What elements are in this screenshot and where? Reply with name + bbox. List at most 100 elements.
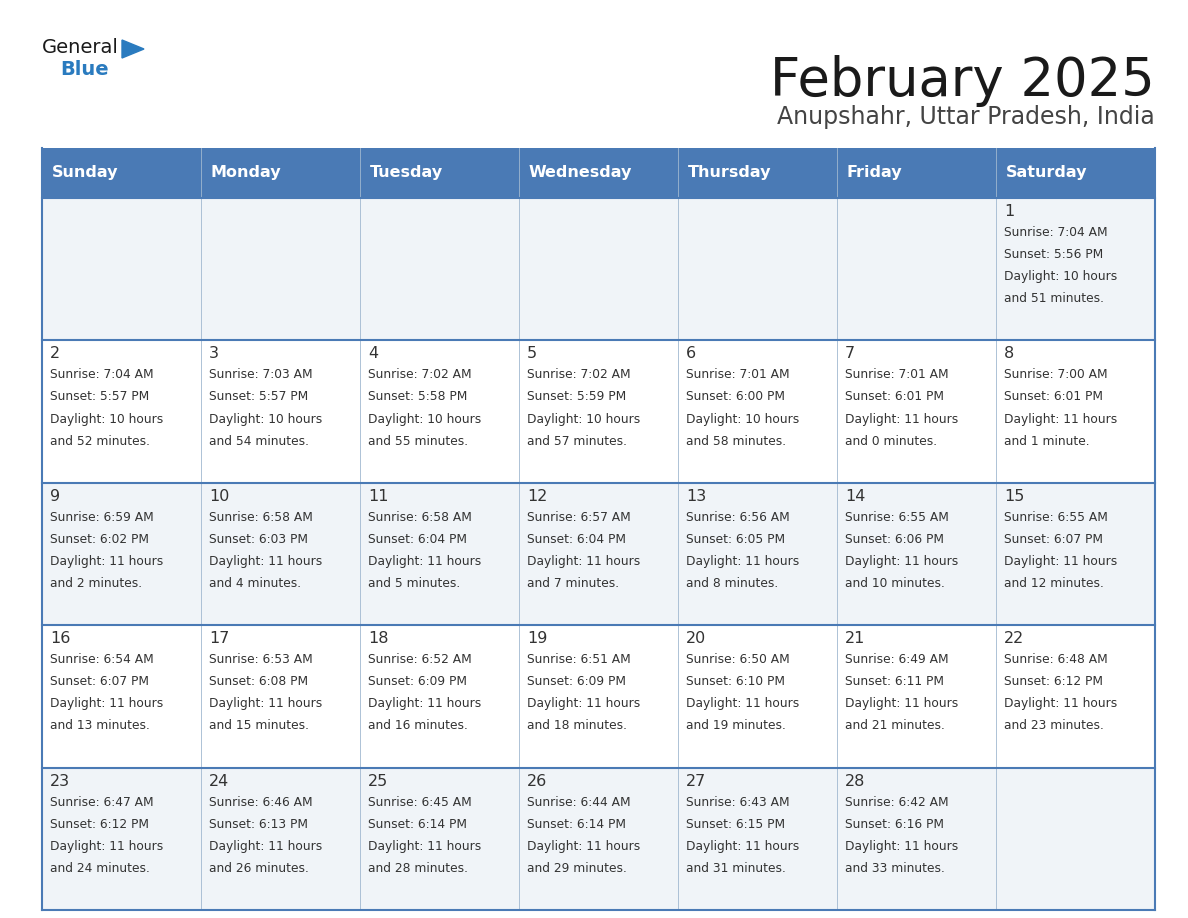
Text: and 16 minutes.: and 16 minutes.	[368, 720, 468, 733]
Text: 25: 25	[368, 774, 388, 789]
Text: Daylight: 11 hours: Daylight: 11 hours	[845, 555, 959, 568]
Text: Sunrise: 6:52 AM: Sunrise: 6:52 AM	[368, 654, 472, 666]
Text: and 29 minutes.: and 29 minutes.	[527, 862, 627, 875]
Text: 24: 24	[209, 774, 229, 789]
Text: Daylight: 11 hours: Daylight: 11 hours	[209, 698, 322, 711]
Text: Daylight: 11 hours: Daylight: 11 hours	[845, 698, 959, 711]
Text: Sunrise: 6:55 AM: Sunrise: 6:55 AM	[1004, 510, 1108, 524]
Text: Sunset: 6:01 PM: Sunset: 6:01 PM	[845, 390, 944, 404]
Text: Daylight: 11 hours: Daylight: 11 hours	[685, 698, 800, 711]
Bar	[519, 148, 678, 198]
Text: Sunrise: 6:56 AM: Sunrise: 6:56 AM	[685, 510, 790, 524]
Text: Sunset: 5:57 PM: Sunset: 5:57 PM	[209, 390, 308, 404]
Text: Sunrise: 6:43 AM: Sunrise: 6:43 AM	[685, 796, 790, 809]
Text: 28: 28	[845, 774, 865, 789]
Text: 15: 15	[1004, 488, 1024, 504]
Text: Sunset: 6:05 PM: Sunset: 6:05 PM	[685, 532, 785, 546]
Text: and 33 minutes.: and 33 minutes.	[845, 862, 944, 875]
Text: General: General	[42, 38, 119, 57]
Text: Sunrise: 6:45 AM: Sunrise: 6:45 AM	[368, 796, 472, 809]
Bar	[996, 148, 1155, 198]
Text: 1: 1	[1004, 204, 1015, 219]
Text: Daylight: 11 hours: Daylight: 11 hours	[368, 840, 481, 853]
Text: Daylight: 11 hours: Daylight: 11 hours	[685, 555, 800, 568]
Text: Sunrise: 6:54 AM: Sunrise: 6:54 AM	[50, 654, 153, 666]
Text: Sunrise: 7:02 AM: Sunrise: 7:02 AM	[368, 368, 472, 381]
Text: Daylight: 11 hours: Daylight: 11 hours	[845, 412, 959, 426]
Text: Sunset: 5:57 PM: Sunset: 5:57 PM	[50, 390, 150, 404]
Text: Daylight: 11 hours: Daylight: 11 hours	[368, 555, 481, 568]
Text: Daylight: 10 hours: Daylight: 10 hours	[1004, 270, 1117, 283]
Bar	[42, 148, 201, 198]
Text: Anupshahr, Uttar Pradesh, India: Anupshahr, Uttar Pradesh, India	[777, 105, 1155, 129]
Text: Sunrise: 6:42 AM: Sunrise: 6:42 AM	[845, 796, 948, 809]
Text: 4: 4	[368, 346, 378, 362]
Text: Saturday: Saturday	[1005, 165, 1087, 181]
Text: Sunday: Sunday	[51, 165, 118, 181]
Text: Sunset: 6:01 PM: Sunset: 6:01 PM	[1004, 390, 1102, 404]
Text: 14: 14	[845, 488, 865, 504]
Text: Sunset: 6:09 PM: Sunset: 6:09 PM	[527, 676, 626, 688]
Text: Daylight: 11 hours: Daylight: 11 hours	[50, 840, 163, 853]
Text: 7: 7	[845, 346, 855, 362]
Text: and 19 minutes.: and 19 minutes.	[685, 720, 785, 733]
Text: Sunset: 6:03 PM: Sunset: 6:03 PM	[209, 532, 308, 546]
Text: Sunset: 6:02 PM: Sunset: 6:02 PM	[50, 532, 148, 546]
Text: and 31 minutes.: and 31 minutes.	[685, 862, 785, 875]
Text: Sunrise: 7:00 AM: Sunrise: 7:00 AM	[1004, 368, 1107, 381]
Text: Sunset: 6:04 PM: Sunset: 6:04 PM	[527, 532, 626, 546]
Text: 9: 9	[50, 488, 61, 504]
Text: Sunrise: 6:46 AM: Sunrise: 6:46 AM	[209, 796, 312, 809]
Text: Sunrise: 6:47 AM: Sunrise: 6:47 AM	[50, 796, 153, 809]
Bar	[42, 483, 1155, 625]
Text: Sunset: 6:08 PM: Sunset: 6:08 PM	[209, 676, 308, 688]
Text: 10: 10	[209, 488, 229, 504]
Text: Daylight: 10 hours: Daylight: 10 hours	[368, 412, 481, 426]
Text: Sunset: 5:58 PM: Sunset: 5:58 PM	[368, 390, 467, 404]
Text: 23: 23	[50, 774, 70, 789]
Text: 11: 11	[368, 488, 388, 504]
Text: Thursday: Thursday	[688, 165, 771, 181]
Bar	[42, 198, 1155, 341]
Text: 6: 6	[685, 346, 696, 362]
Text: Sunset: 6:04 PM: Sunset: 6:04 PM	[368, 532, 467, 546]
Text: Sunset: 6:06 PM: Sunset: 6:06 PM	[845, 532, 944, 546]
Text: Daylight: 11 hours: Daylight: 11 hours	[527, 555, 640, 568]
Text: 26: 26	[527, 774, 548, 789]
Text: Sunset: 5:59 PM: Sunset: 5:59 PM	[527, 390, 626, 404]
Text: Blue: Blue	[61, 60, 108, 79]
Text: 21: 21	[845, 632, 865, 646]
Text: and 15 minutes.: and 15 minutes.	[209, 720, 309, 733]
Text: 8: 8	[1004, 346, 1015, 362]
Text: and 24 minutes.: and 24 minutes.	[50, 862, 150, 875]
Text: 3: 3	[209, 346, 219, 362]
Text: Daylight: 10 hours: Daylight: 10 hours	[50, 412, 163, 426]
Text: 18: 18	[368, 632, 388, 646]
Text: Sunset: 6:14 PM: Sunset: 6:14 PM	[368, 818, 467, 831]
Text: 16: 16	[50, 632, 70, 646]
Bar	[42, 625, 1155, 767]
Text: and 4 minutes.: and 4 minutes.	[209, 577, 301, 590]
Text: Sunrise: 7:02 AM: Sunrise: 7:02 AM	[527, 368, 631, 381]
Polygon shape	[122, 40, 144, 58]
Text: Daylight: 11 hours: Daylight: 11 hours	[209, 840, 322, 853]
Text: and 55 minutes.: and 55 minutes.	[368, 434, 468, 448]
Text: 19: 19	[527, 632, 548, 646]
Text: Daylight: 11 hours: Daylight: 11 hours	[209, 555, 322, 568]
Text: 13: 13	[685, 488, 706, 504]
Text: Sunrise: 6:44 AM: Sunrise: 6:44 AM	[527, 796, 631, 809]
Text: and 21 minutes.: and 21 minutes.	[845, 720, 944, 733]
Text: Sunset: 6:07 PM: Sunset: 6:07 PM	[50, 676, 148, 688]
Text: Daylight: 11 hours: Daylight: 11 hours	[368, 698, 481, 711]
Text: Sunrise: 7:04 AM: Sunrise: 7:04 AM	[50, 368, 153, 381]
Bar	[360, 148, 519, 198]
Text: Sunset: 6:11 PM: Sunset: 6:11 PM	[845, 676, 944, 688]
Text: Sunrise: 6:48 AM: Sunrise: 6:48 AM	[1004, 654, 1107, 666]
Text: Sunset: 6:09 PM: Sunset: 6:09 PM	[368, 676, 467, 688]
Text: and 57 minutes.: and 57 minutes.	[527, 434, 627, 448]
Text: and 5 minutes.: and 5 minutes.	[368, 577, 460, 590]
Text: Sunset: 6:00 PM: Sunset: 6:00 PM	[685, 390, 785, 404]
Text: February 2025: February 2025	[770, 55, 1155, 107]
Text: Daylight: 11 hours: Daylight: 11 hours	[1004, 555, 1117, 568]
Text: and 54 minutes.: and 54 minutes.	[209, 434, 309, 448]
